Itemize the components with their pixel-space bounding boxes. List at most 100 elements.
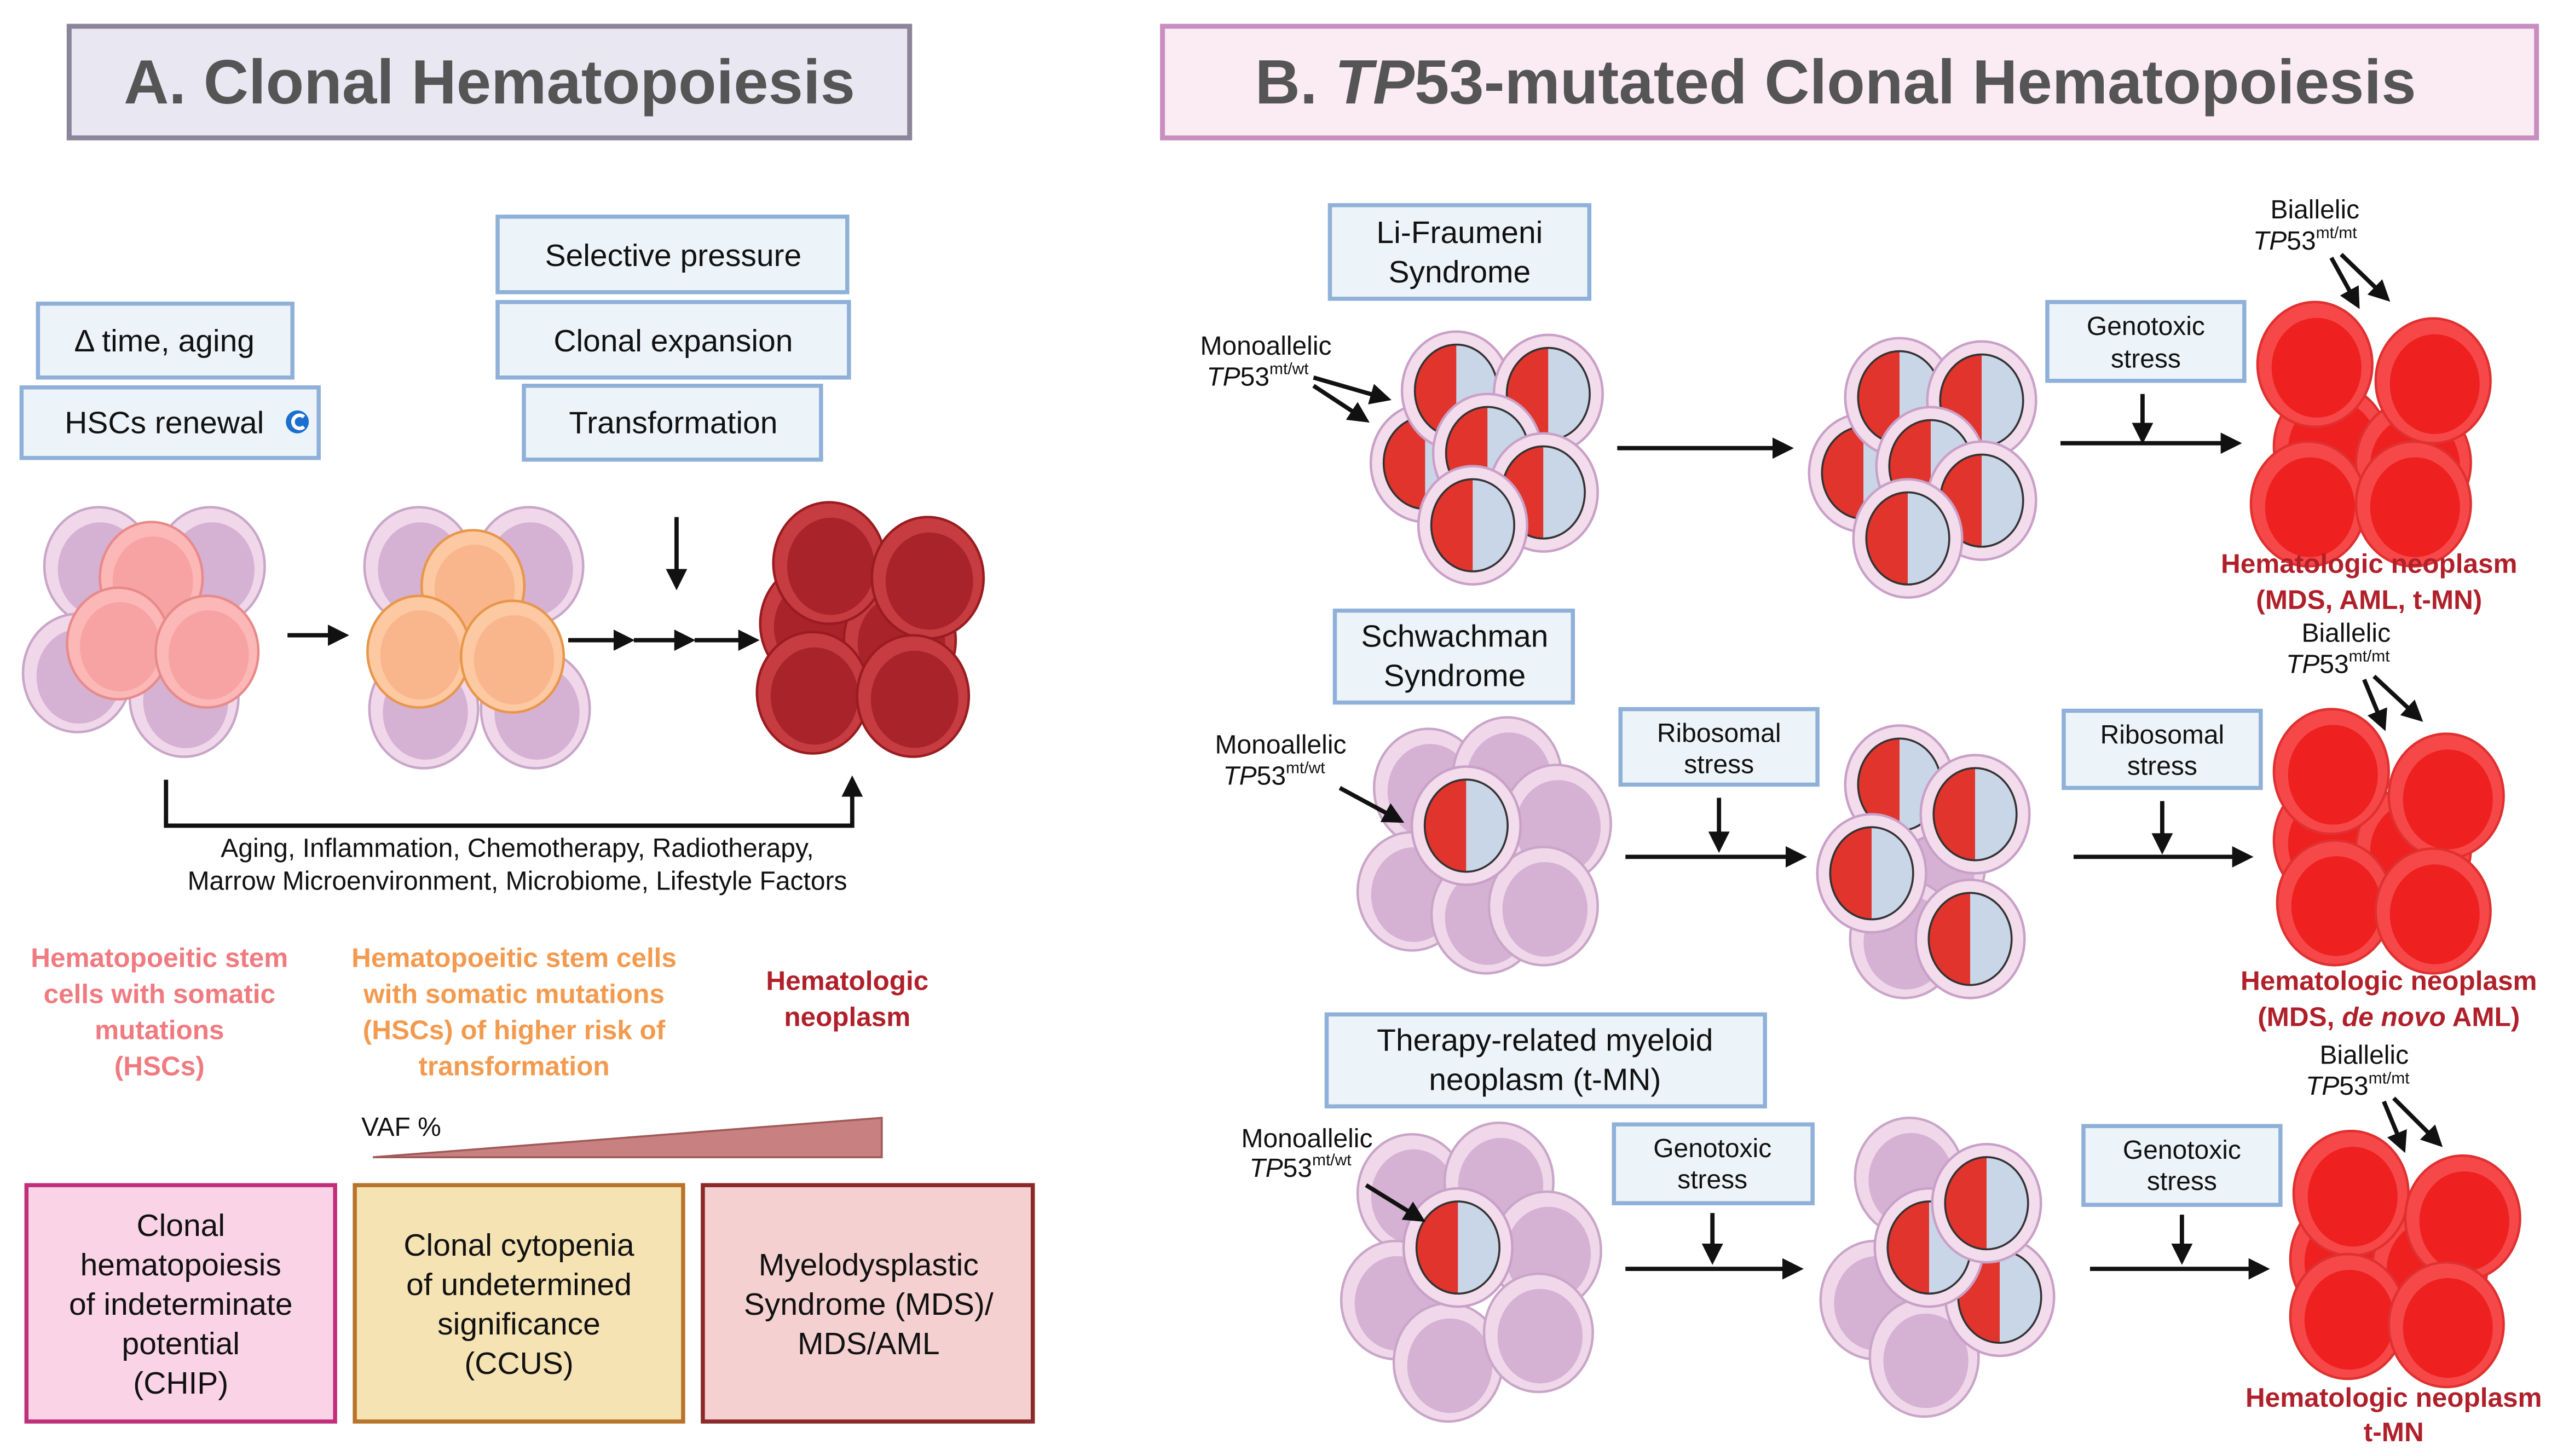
label-box [1618, 707, 1820, 787]
label-text: Ribosomal [1657, 719, 1781, 748]
label-text: Clonal cytopenia [403, 1228, 634, 1263]
dark-cell [856, 634, 971, 758]
label-box [1324, 1012, 1767, 1108]
label-text: Hematopoeitic stem cells [351, 943, 677, 973]
arrow [1365, 1183, 1426, 1222]
label-text: Genotoxic [1653, 1134, 1771, 1163]
arrow [2392, 1096, 2443, 1147]
label-box [36, 302, 295, 380]
label-text: Li-Fraumeni [1376, 215, 1543, 250]
dark-cell [755, 631, 870, 755]
label-text: TP53mt/wt [1207, 360, 1309, 392]
label-text: (CHIP) [133, 1366, 228, 1401]
label-text: stress [2127, 752, 2197, 781]
cell-clusters-a [21, 501, 985, 770]
red-cell [2289, 1252, 2406, 1380]
label-box [2081, 1124, 2283, 1207]
arrow [2340, 253, 2391, 302]
label-text: (MDS, de novo AML) [2258, 1002, 2520, 1032]
label-text: Monoallelic [1215, 730, 1347, 759]
arrow [1313, 375, 1392, 405]
label-text: Syndrome [1389, 255, 1531, 290]
row-schwachman: Schwachman Syndrome Monoallelic TP53mt/w… [1215, 608, 2537, 1032]
label-text: Biallelic [2270, 195, 2359, 224]
label-box [353, 1183, 685, 1424]
split-cell [1931, 1142, 2042, 1264]
label-box [2045, 300, 2247, 383]
label-text: Monoallelic [1241, 1124, 1372, 1153]
label-text: Monoallelic [1200, 332, 1332, 361]
red-cell [2387, 1261, 2505, 1389]
label-text: (MDS, AML, t-MN) [2256, 585, 2482, 615]
label-text: Myelodysplastic [759, 1247, 979, 1282]
label-text: transformation [418, 1051, 609, 1081]
category-chip: Clonal hematopoiesis of indeterminate po… [24, 1183, 337, 1424]
label-box [2062, 708, 2263, 790]
arrow [2372, 674, 2423, 722]
label-text: potential [122, 1326, 240, 1361]
row-li-fraumeni: Li-Fraumeni Syndrome Monoallelic TP53mt/… [1200, 195, 2518, 615]
split-cell [1417, 465, 1528, 586]
label-text: Clonal [136, 1208, 225, 1243]
label-text: TP53mt/wt [1249, 1151, 1352, 1183]
red-cell [2404, 1154, 2521, 1282]
arrow [1338, 786, 1405, 823]
label-hsc: Hematopoeitic stem cells with somatic mu… [31, 943, 288, 1081]
label-box [1332, 608, 1575, 705]
label-text: (HSCs) [114, 1051, 205, 1081]
orange-cell [459, 599, 565, 714]
split-cell [1926, 440, 2037, 561]
label-text: Schwachman [1361, 619, 1548, 654]
panel-b-title: B. TP53-mutated Clonal Hematopoiesis [1255, 48, 2416, 117]
label-text: (CCUS) [464, 1346, 573, 1381]
label-text: TP53mt/mt [2253, 224, 2357, 256]
label-text: Biallelic [2301, 619, 2391, 648]
factor-transformation: Transformation [522, 383, 823, 462]
label-text: TP53mt/mt [2286, 648, 2390, 679]
label-text: Ribosomal [2100, 720, 2225, 749]
label-box [1327, 203, 1592, 301]
panel-b: B. TP53-mutated Clonal Hematopoiesis Li-… [1160, 24, 2542, 1447]
label-text: TP53mt/mt [2306, 1069, 2410, 1101]
label-text: Hematopoeitic stem [31, 943, 288, 973]
panel-b-title-box [1160, 24, 2539, 141]
influences-line: Aging, Inflammation, Chemotherapy, Radio… [221, 834, 813, 863]
split-cell [1410, 765, 1522, 886]
label-text: hematopoiesis [80, 1247, 281, 1282]
red-cell [2272, 708, 2390, 835]
red-cell [2292, 1129, 2410, 1257]
label-text: cells with somatic [44, 979, 275, 1009]
label-text: stress [1677, 1165, 1747, 1194]
dark-cell [772, 501, 887, 625]
panel-a-title-box [66, 24, 913, 141]
red-cell [2374, 317, 2492, 444]
label-box [522, 383, 823, 462]
pink-cell [1487, 846, 1599, 967]
arrow [1312, 384, 1370, 423]
vaf-label: VAF % [361, 1113, 441, 1142]
split-cell [1816, 813, 1927, 934]
category-ccus: Clonal cytopenia of undetermined signifi… [353, 1183, 685, 1424]
label-text: Genotoxic [2123, 1136, 2241, 1165]
label-text: Genotoxic [2087, 312, 2205, 341]
label-box [24, 1183, 337, 1424]
label-neoplasm: Hematologic neoplasm [766, 966, 928, 1032]
panel-a-title: A. Clonal Hematopoiesis [124, 48, 855, 117]
pink-cell [1482, 1272, 1594, 1394]
label-text: TP53mt/wt [1223, 759, 1325, 790]
label-text: Therapy-related myeloid [1377, 1022, 1713, 1058]
biallelic-label: Biallelic TP53mt/mt [2286, 619, 2391, 679]
biallelic-label: Biallelic TP53mt/mt [2253, 195, 2359, 256]
monoallelic-label: Monoallelic TP53mt/wt [1215, 730, 1347, 790]
vaf-wedge [372, 1117, 883, 1159]
salmon-cell [66, 586, 171, 701]
factor-hsc-renewal: HSCs renewal [19, 385, 321, 460]
label-text: HSCs renewal [65, 406, 264, 441]
red-cell [2374, 847, 2492, 975]
label-text: Syndrome [1384, 658, 1526, 694]
influences-line: Marrow Microenvironment, Microbiome, Lif… [188, 866, 847, 895]
red-cell [2387, 732, 2505, 860]
label-text: t-MN [2364, 1417, 2424, 1447]
pink-cell [1392, 1302, 1504, 1423]
